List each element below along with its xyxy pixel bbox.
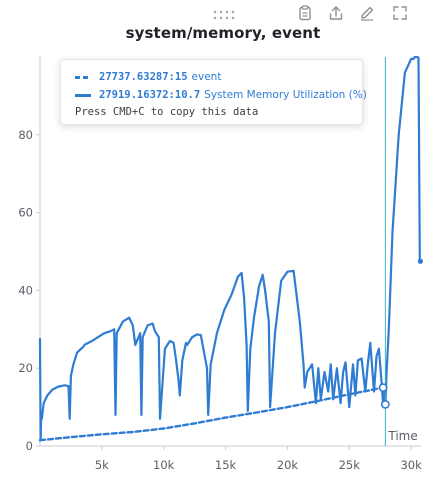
tooltip-copy-hint: Press CMD+C to copy this data — [75, 106, 362, 118]
x-tick-label: 20k — [277, 458, 299, 472]
x-axis-label: Time — [387, 429, 417, 443]
x-tick-label: 15k — [215, 458, 237, 472]
x-tick-label: 5k — [95, 458, 109, 472]
dashed-line-icon — [75, 76, 91, 79]
tooltip-x-value: 27737.63287 — [99, 71, 169, 83]
tooltip-series-name: System Memory Utilization (%) — [204, 89, 367, 101]
tooltip-y-value: 10.7 — [175, 89, 200, 101]
tooltip-x-value: 27919.16372 — [99, 89, 169, 101]
y-tick-label: 80 — [18, 128, 33, 142]
x-axis: 5k 10k 15k 20k 25k 30k — [40, 446, 422, 472]
series-line-event — [40, 388, 383, 441]
tooltip-series-name: event — [192, 71, 222, 83]
hover-tooltip: 27737.63287: 15 event 27919.16372: 10.7 … — [60, 59, 363, 125]
hover-layer: Time — [380, 57, 418, 446]
solid-line-icon — [75, 94, 91, 97]
tooltip-row-event: 27737.63287: 15 event — [75, 68, 362, 86]
series-end-point — [418, 259, 423, 264]
y-tick-label: 60 — [18, 206, 33, 220]
hover-point-memory — [382, 401, 389, 408]
x-tick-label: 25k — [339, 458, 361, 472]
tooltip-row-memory: 27919.16372: 10.7 System Memory Utilizat… — [75, 86, 362, 104]
hover-point-event — [380, 384, 387, 391]
x-tick-label: 10k — [153, 458, 175, 472]
x-tick-label: 30k — [400, 458, 422, 472]
tooltip-y-value: 15 — [175, 71, 188, 83]
y-tick-label: 40 — [18, 283, 33, 297]
y-tick-label: 20 — [18, 361, 33, 375]
y-axis: 0 20 40 60 80 — [18, 57, 40, 453]
y-tick-label: 0 — [26, 439, 33, 453]
